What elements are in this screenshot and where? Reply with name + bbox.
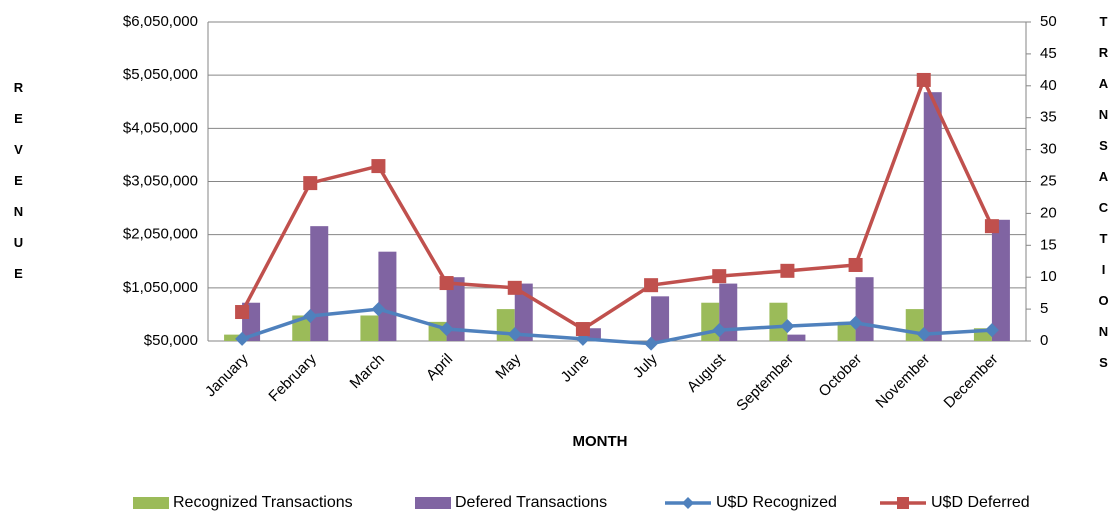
bar [719,283,738,341]
y2-tick-label: 5 [1040,300,1048,317]
y-tick-label: $1,050,000 [123,279,198,296]
x-tick-label: September [733,351,797,415]
marker [984,323,999,338]
y-axis-label: REVENUE [11,80,26,297]
line [240,75,994,332]
legend-marker [897,497,909,509]
bar [769,302,788,341]
x-tick-label: November [872,351,933,412]
y2-tick-label: 35 [1040,109,1057,126]
marker [780,263,795,278]
marker [507,327,522,342]
marker [303,176,318,191]
bar [787,334,806,341]
marker [780,319,795,334]
marker [235,331,250,346]
marker [916,327,931,342]
y2-tick-label: 30 [1040,141,1057,158]
x-tick-label: July [630,350,661,381]
bar [310,226,329,341]
y-tick-label: $4,050,000 [123,119,198,136]
marker [371,159,386,174]
y-tick-label: $5,050,000 [123,66,198,83]
marker [507,280,522,295]
x-tick-label: December [941,351,1002,412]
bar [837,321,856,341]
legend-label: Defered Transactions [455,494,607,511]
marker [235,305,250,320]
bar [991,219,1010,341]
marker [371,302,386,317]
bar [651,296,670,341]
x-tick-label: May [492,350,524,382]
legend-marker [682,497,694,509]
marker [848,257,863,272]
bar [360,315,379,341]
x-tick-label: June [558,351,593,386]
marker [984,219,999,234]
marker [439,322,454,337]
legend-swatch [415,497,451,509]
y2-tick-label: 15 [1040,236,1057,253]
x-tick-label: January [202,350,252,400]
x-tick-label: February [265,350,320,405]
x-tick-label: March [347,351,388,392]
y-tick-label: $3,050,000 [123,172,198,189]
x-axis-label: MONTH [573,433,628,450]
marker [575,322,590,337]
marker [916,72,931,87]
marker [848,315,863,330]
bar [446,277,465,341]
marker [712,269,727,284]
x-tick-label: April [423,351,456,384]
y-tick-label: $50,000 [144,332,198,349]
bar [923,92,942,342]
y2-tick-label: 50 [1040,13,1057,30]
bar [701,302,720,341]
legend-swatch [133,497,169,509]
bar [224,334,243,341]
y-tick-label: $2,050,000 [123,226,198,243]
y2-tick-label: 40 [1040,77,1057,94]
legend-label: U$D Recognized [716,494,837,511]
bar [378,251,397,341]
y2-tick-label: 0 [1040,332,1048,349]
bar [855,277,874,341]
y2-tick-label: 10 [1040,268,1057,285]
legend-label: Recognized Transactions [173,494,353,511]
marker [439,276,454,291]
line [241,307,993,346]
y2-tick-label: 45 [1040,45,1057,62]
y2-axis-label: TRANSACTIONS [1096,14,1111,386]
marker [644,278,659,293]
y-tick-label: $6,050,000 [123,13,198,30]
marker [644,336,659,351]
y2-tick-label: 20 [1040,204,1057,221]
marker [303,309,318,324]
x-tick-label: August [684,350,730,396]
x-tick-label: October [815,351,865,401]
y2-tick-label: 25 [1040,172,1057,189]
legend-label: U$D Deferred [931,494,1030,511]
marker [712,323,727,338]
